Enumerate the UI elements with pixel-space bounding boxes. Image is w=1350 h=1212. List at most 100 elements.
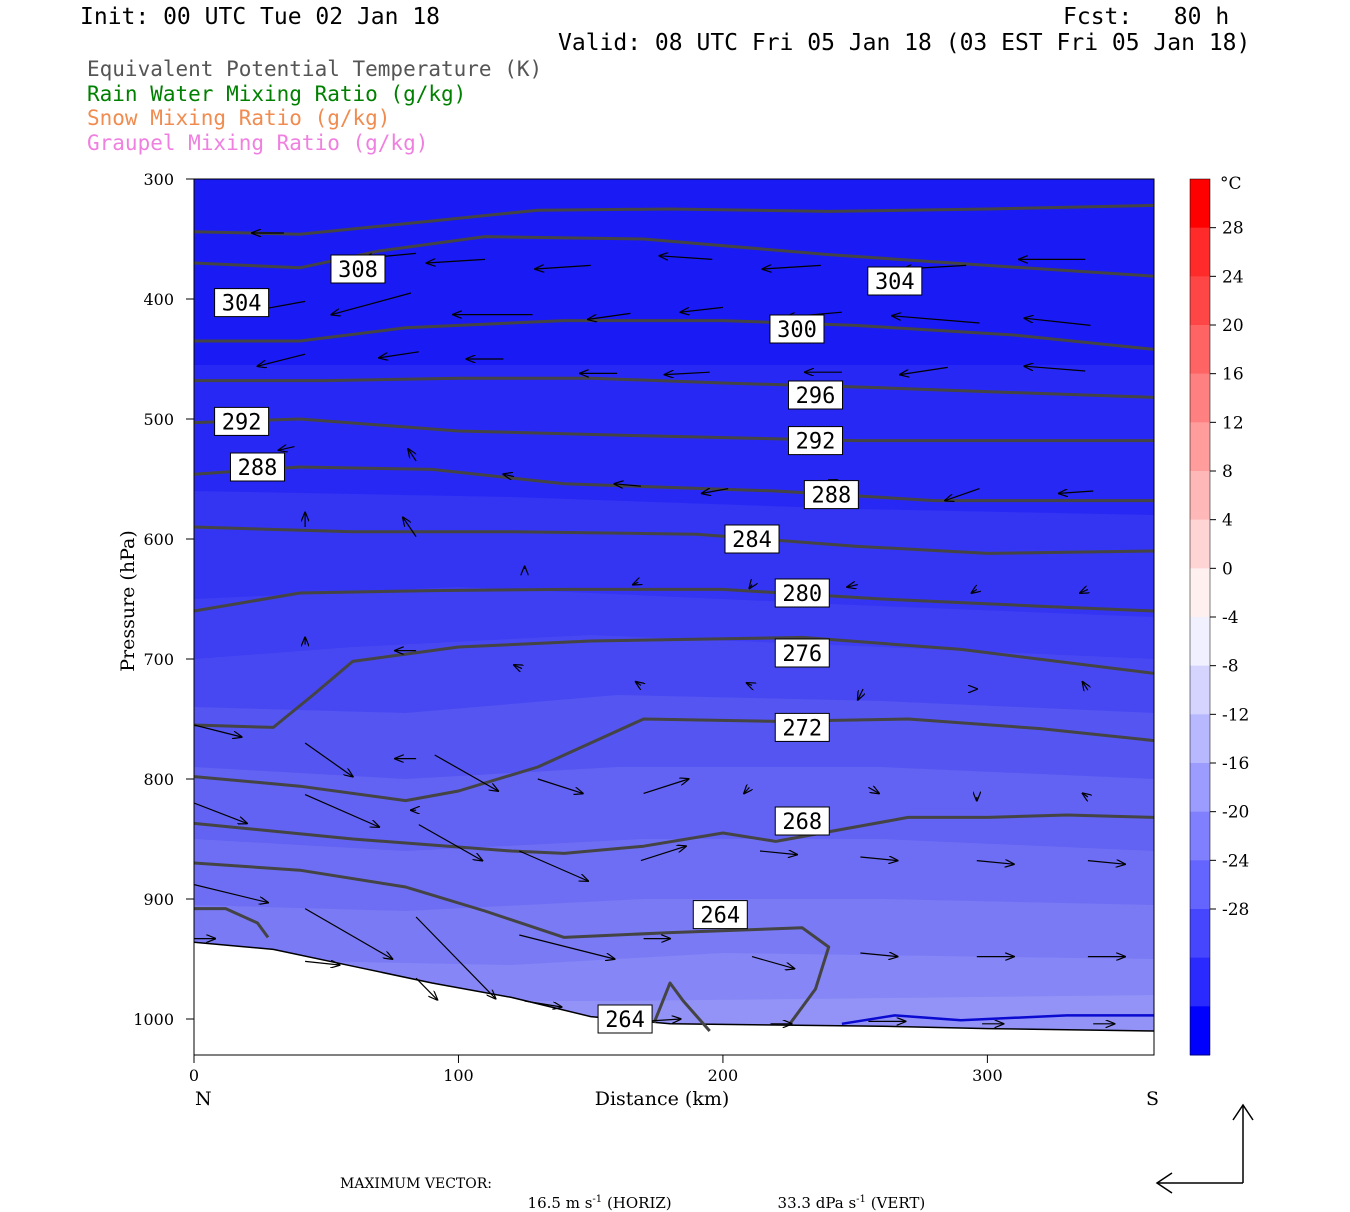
contour-label: 304 <box>867 266 923 296</box>
contour-labels: 308 304 304 300 296 292 292 288 288 284 280 276 272 2… <box>214 254 923 1034</box>
colorbar-label: -12 <box>1222 705 1249 725</box>
contour-label-box <box>867 266 923 296</box>
wind-vector <box>1059 491 1094 493</box>
contour-label: 292 <box>787 426 843 456</box>
contour-label-box <box>774 578 830 608</box>
wind-vector <box>519 850 588 881</box>
x-tick-label: 300 <box>972 1066 1003 1085</box>
contour-label-box <box>769 314 825 344</box>
reference-vector <box>1155 1103 1254 1194</box>
theta-e-contour <box>194 235 1154 278</box>
wind-vector <box>418 824 483 861</box>
contour-label-box <box>774 638 830 668</box>
wind-vector <box>304 794 379 827</box>
colorbar-swatch <box>1190 1006 1210 1056</box>
y-tick-label: 800 <box>143 770 174 789</box>
contour-label: 268 <box>774 806 830 836</box>
wind-vector <box>860 953 897 957</box>
wind-vector <box>900 366 948 374</box>
ground-line <box>194 941 1154 1032</box>
contour-label-box <box>774 712 830 742</box>
wind-vector <box>747 683 752 685</box>
wind-vector <box>279 447 295 451</box>
wind-vector <box>415 977 437 1000</box>
colorbar-unit: °C <box>1220 174 1242 194</box>
colorbar-swatch <box>1190 957 1210 1007</box>
wind-vector <box>660 256 713 260</box>
colorbar-label: 0 <box>1222 559 1233 579</box>
wind-vector <box>759 851 797 855</box>
colorbar-label: 16 <box>1222 365 1244 385</box>
wind-vector <box>403 517 417 537</box>
x-end-label-north: N <box>195 1088 212 1110</box>
theta-e-contour <box>194 376 1154 399</box>
legend-rain-water: Rain Water Mixing Ratio (g/kg) <box>87 82 467 106</box>
contour-label-text: 284 <box>732 528 772 553</box>
wind-vector <box>503 474 515 476</box>
contour-label-text: 264 <box>605 1008 645 1033</box>
theta-e-contour <box>194 417 1154 443</box>
legend-snow: Snow Mixing Ratio (g/kg) <box>87 106 391 130</box>
max-vector-label: MAXIMUM VECTOR: <box>340 1176 492 1192</box>
contour-label: 308 <box>330 254 386 284</box>
theta-e-contour <box>194 203 1154 236</box>
wind-vector <box>640 846 686 862</box>
contour-label-box <box>787 380 843 410</box>
contour-label-box <box>597 1004 653 1034</box>
contour-label-text: 292 <box>222 410 262 435</box>
wind-vector <box>535 265 591 269</box>
theta-e-contour <box>194 319 1154 351</box>
max-horiz-vector: 16.5 m s-1 (HORIZ) <box>527 1194 672 1212</box>
theta-e-contour <box>194 587 1154 613</box>
contour-label-text: 288 <box>811 484 851 509</box>
wind-vectors <box>194 233 1125 1024</box>
colorbar-label: 4 <box>1222 511 1233 531</box>
colorbar-swatch <box>1190 811 1210 861</box>
colorbar-label: -4 <box>1222 608 1239 628</box>
wind-vector <box>972 589 977 593</box>
wind-vector <box>1087 861 1125 865</box>
wind-vector <box>304 908 392 959</box>
wind-vector <box>892 316 980 324</box>
contour-label-box <box>214 406 270 436</box>
wind-vector <box>305 961 339 965</box>
wind-vector <box>1083 793 1088 797</box>
colorbar-label: 24 <box>1222 267 1244 287</box>
wind-vector <box>744 787 749 793</box>
wind-vector <box>514 665 522 669</box>
below-ground-mask <box>194 941 1154 1055</box>
colorbar-swatch <box>1190 909 1210 959</box>
wind-vector <box>524 1000 562 1007</box>
y-axis-label: Pressure (hPa) <box>117 530 139 672</box>
theta-e-contour <box>194 813 1154 855</box>
wind-vector <box>636 682 641 686</box>
wind-vector <box>858 688 863 700</box>
axes: 300 400 500 600 700 800 900 1000 0 100 200 300 N S Dis… <box>117 170 1159 1110</box>
wind-vector <box>643 779 689 794</box>
colorbar-swatch <box>1190 860 1210 910</box>
legend-graupel: Graupel Mixing Ratio (g/kg) <box>87 131 429 155</box>
theta-e-contour <box>194 525 1154 555</box>
theta-e-contours <box>194 203 1154 1032</box>
wind-vector <box>519 934 614 959</box>
y-tick-label: 600 <box>143 530 174 549</box>
colorbar-swatch <box>1190 714 1210 764</box>
plot-frame <box>193 178 1155 1056</box>
wind-vector <box>194 884 268 903</box>
wind-vector <box>702 489 729 494</box>
wind-vector <box>1024 366 1086 372</box>
x-tick-label: 100 <box>443 1066 474 1085</box>
rain-water-contour <box>841 1014 1154 1026</box>
wind-vector <box>945 488 980 501</box>
colorbar-swatch <box>1190 568 1210 618</box>
y-tick-label: 500 <box>143 410 174 429</box>
wind-vector <box>194 802 247 823</box>
contour-label-text: 292 <box>796 430 836 455</box>
forecast-hour: Fcst: 80 h <box>1063 4 1230 30</box>
wind-vector <box>537 778 583 793</box>
contour-label-text: 268 <box>782 810 822 835</box>
wind-vector <box>1083 682 1088 690</box>
contour-label: 300 <box>769 314 825 344</box>
colorbar-swatch <box>1190 276 1210 326</box>
x-axis-label: Distance (km) <box>595 1088 730 1110</box>
